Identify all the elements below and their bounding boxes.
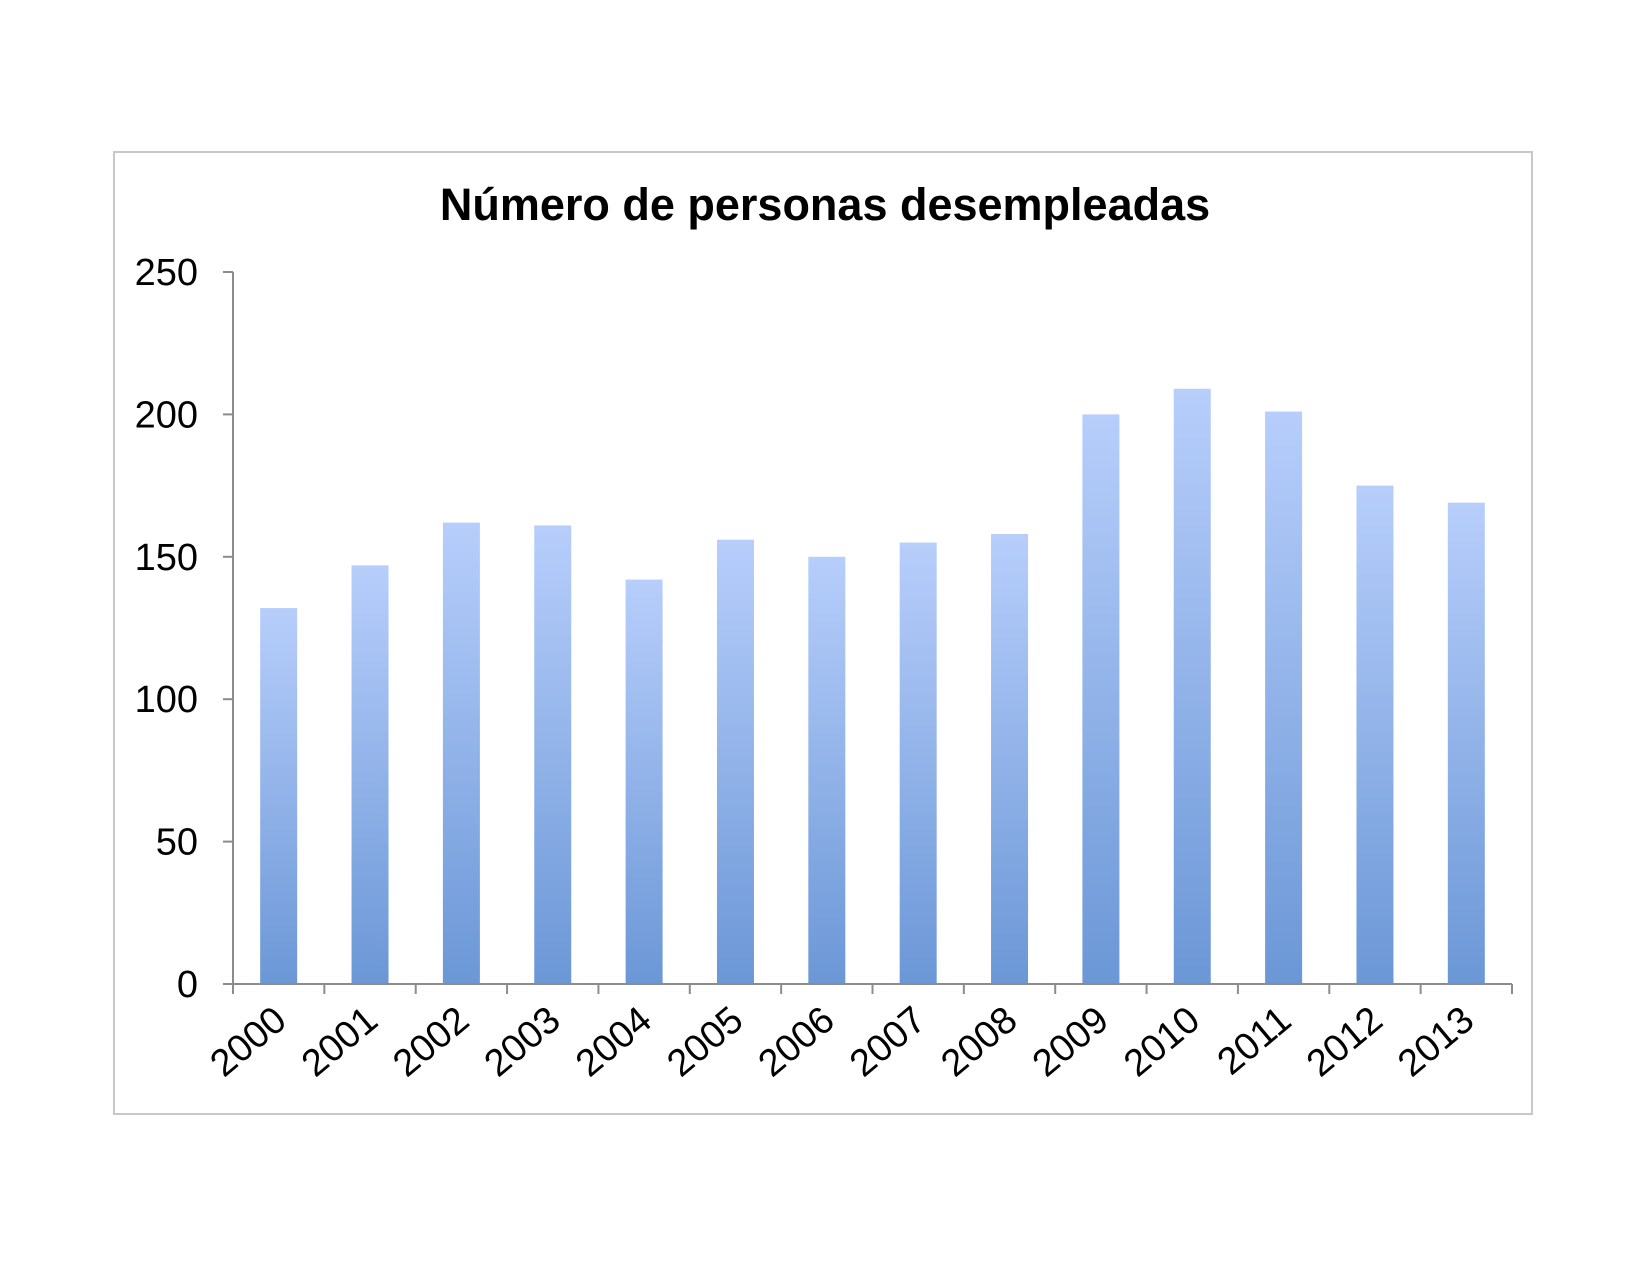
bar-2001 <box>351 565 389 984</box>
axes-layer <box>223 271 1513 994</box>
x-tick-label-2001: 2001 <box>294 999 386 1086</box>
bar-2005 <box>716 539 754 984</box>
x-tick-label-2005: 2005 <box>659 999 751 1086</box>
x-tick-label-2006: 2006 <box>751 999 843 1086</box>
x-tick-label-2009: 2009 <box>1025 999 1117 1086</box>
bar-2010 <box>1173 388 1211 984</box>
bar-2012 <box>1356 485 1394 984</box>
bars-layer <box>260 388 1485 984</box>
x-tick-label-2007: 2007 <box>842 999 934 1086</box>
x-tick-label-2004: 2004 <box>568 999 660 1086</box>
bar-2007 <box>899 542 937 984</box>
x-tick-label-2012: 2012 <box>1299 999 1391 1086</box>
bar-2002 <box>442 522 480 984</box>
x-tick-label-2002: 2002 <box>385 999 477 1086</box>
x-tick-label-2013: 2013 <box>1390 999 1482 1086</box>
y-tick-label-50: 50 <box>156 822 198 864</box>
y-tick-label-100: 100 <box>135 679 198 721</box>
bar-2006 <box>808 556 846 984</box>
bar-2011 <box>1265 411 1303 984</box>
x-tick-label-2008: 2008 <box>934 999 1026 1086</box>
bar-2000 <box>260 608 298 984</box>
y-tick-label-200: 200 <box>135 394 198 436</box>
y-tick-label-0: 0 <box>177 964 198 1006</box>
x-tick-label-2010: 2010 <box>1116 999 1208 1086</box>
bar-2003 <box>534 525 572 984</box>
x-tick-label-2011: 2011 <box>1210 999 1300 1084</box>
x-tick-label-2000: 2000 <box>203 999 295 1086</box>
bar-2004 <box>625 579 663 984</box>
bar-2008 <box>991 534 1029 984</box>
y-tick-label-150: 150 <box>135 537 198 579</box>
chart-title: Número de personas desempleadas <box>440 179 1210 230</box>
y-tick-label-250: 250 <box>135 252 198 294</box>
bar-2009 <box>1082 414 1120 984</box>
bar-2013 <box>1447 502 1485 984</box>
x-tick-label-2003: 2003 <box>477 999 569 1086</box>
